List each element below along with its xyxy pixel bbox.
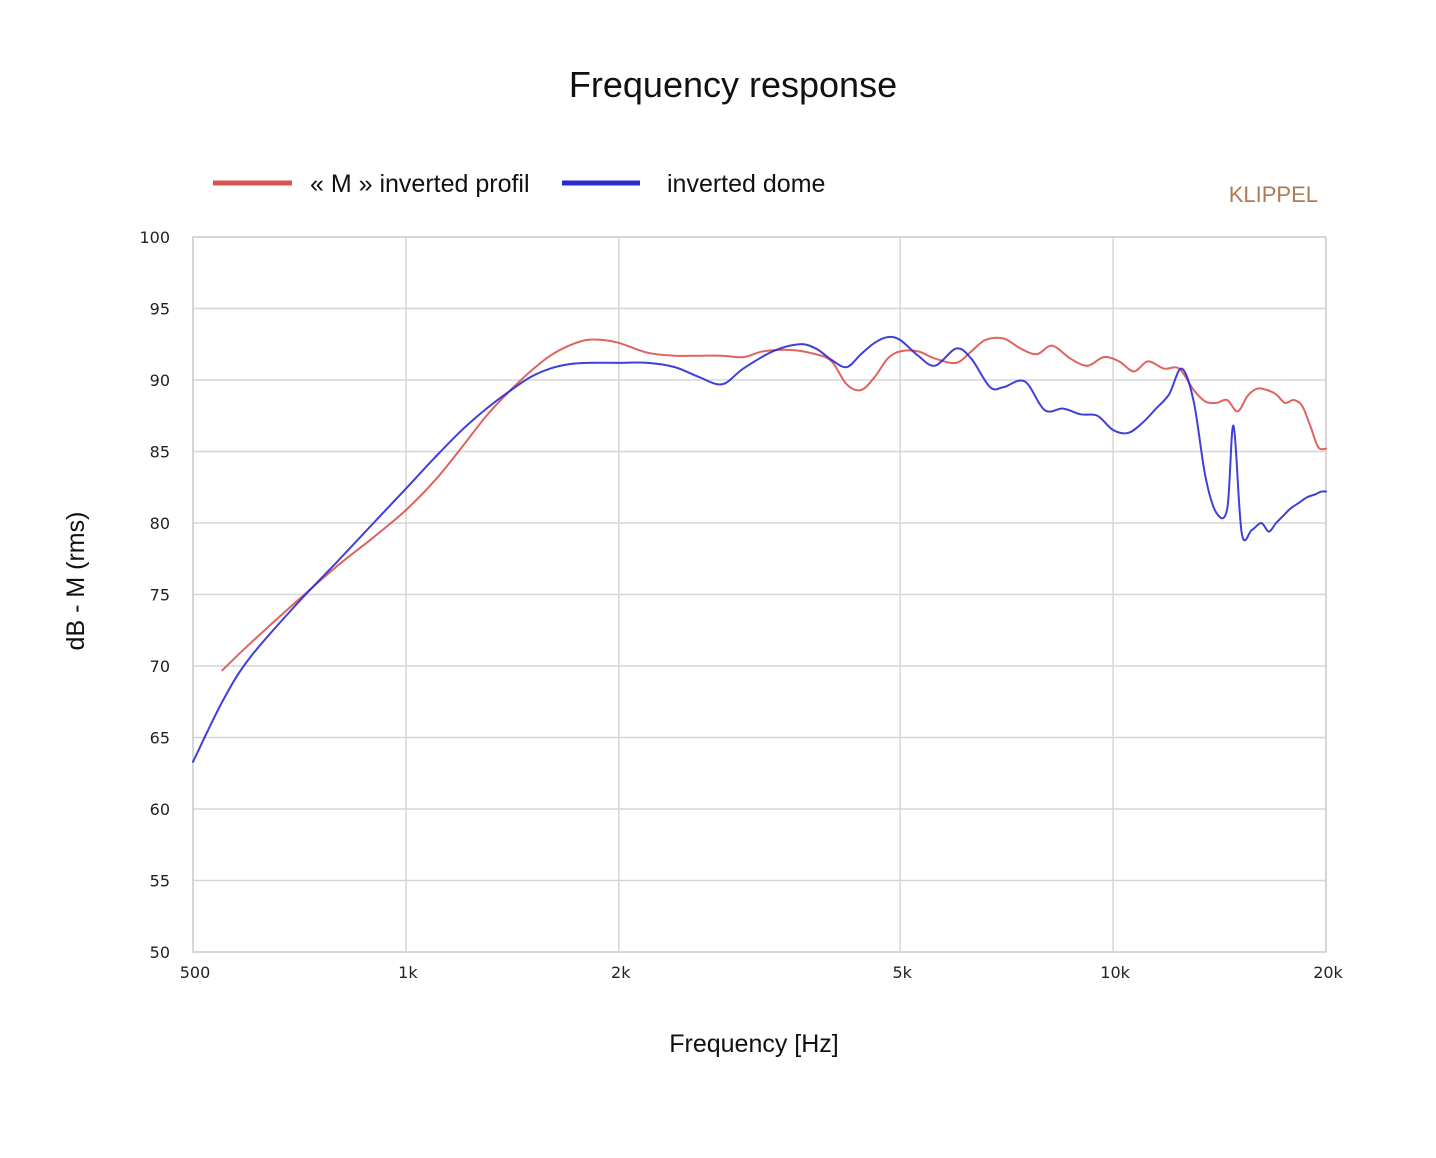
- x-axis-label: Frequency [Hz]: [669, 1030, 839, 1058]
- legend-label-m-inverted-profil: « M » inverted profil: [310, 170, 530, 198]
- plot-frame: [192, 236, 1327, 953]
- y-tick-label: 50: [150, 943, 170, 962]
- legend-label-inverted-dome: inverted dome: [667, 170, 825, 198]
- chart-title: Frequency response: [569, 64, 897, 105]
- y-tick-label: 65: [150, 729, 170, 748]
- series-lines: [192, 335, 1327, 763]
- x-tick-label: 10k: [1100, 963, 1130, 982]
- x-tick-label: 500: [180, 963, 211, 982]
- y-tick-label: 85: [150, 443, 170, 462]
- x-tick-label: 2k: [611, 963, 631, 982]
- y-tick-label: 75: [150, 586, 170, 605]
- tick-labels: 100 95 90 85 80 75 70 65 60 55 50 500 1k 2k 5k 10k 20k: [139, 228, 1343, 982]
- y-tick-label: 80: [150, 514, 170, 533]
- y-tick-label: 90: [150, 371, 170, 390]
- y-tick-label: 60: [150, 800, 170, 819]
- brand-label: KLIPPEL: [1229, 182, 1318, 207]
- y-tick-label: 55: [150, 872, 170, 891]
- y-tick-label: 70: [150, 657, 170, 676]
- legend: « M » inverted profil inverted dome: [213, 170, 825, 198]
- y-axis-label: dB - M (rms): [62, 512, 90, 651]
- y-tick-label: 100: [139, 228, 170, 247]
- series-line-inverted-dome: [192, 335, 1327, 763]
- grid: [192, 236, 1327, 953]
- x-tick-label: 1k: [398, 963, 418, 982]
- y-tick-label: 95: [150, 300, 170, 319]
- x-tick-label: 5k: [892, 963, 912, 982]
- series-line-m-inverted-profil: [221, 336, 1327, 672]
- x-tick-label: 20k: [1313, 963, 1343, 982]
